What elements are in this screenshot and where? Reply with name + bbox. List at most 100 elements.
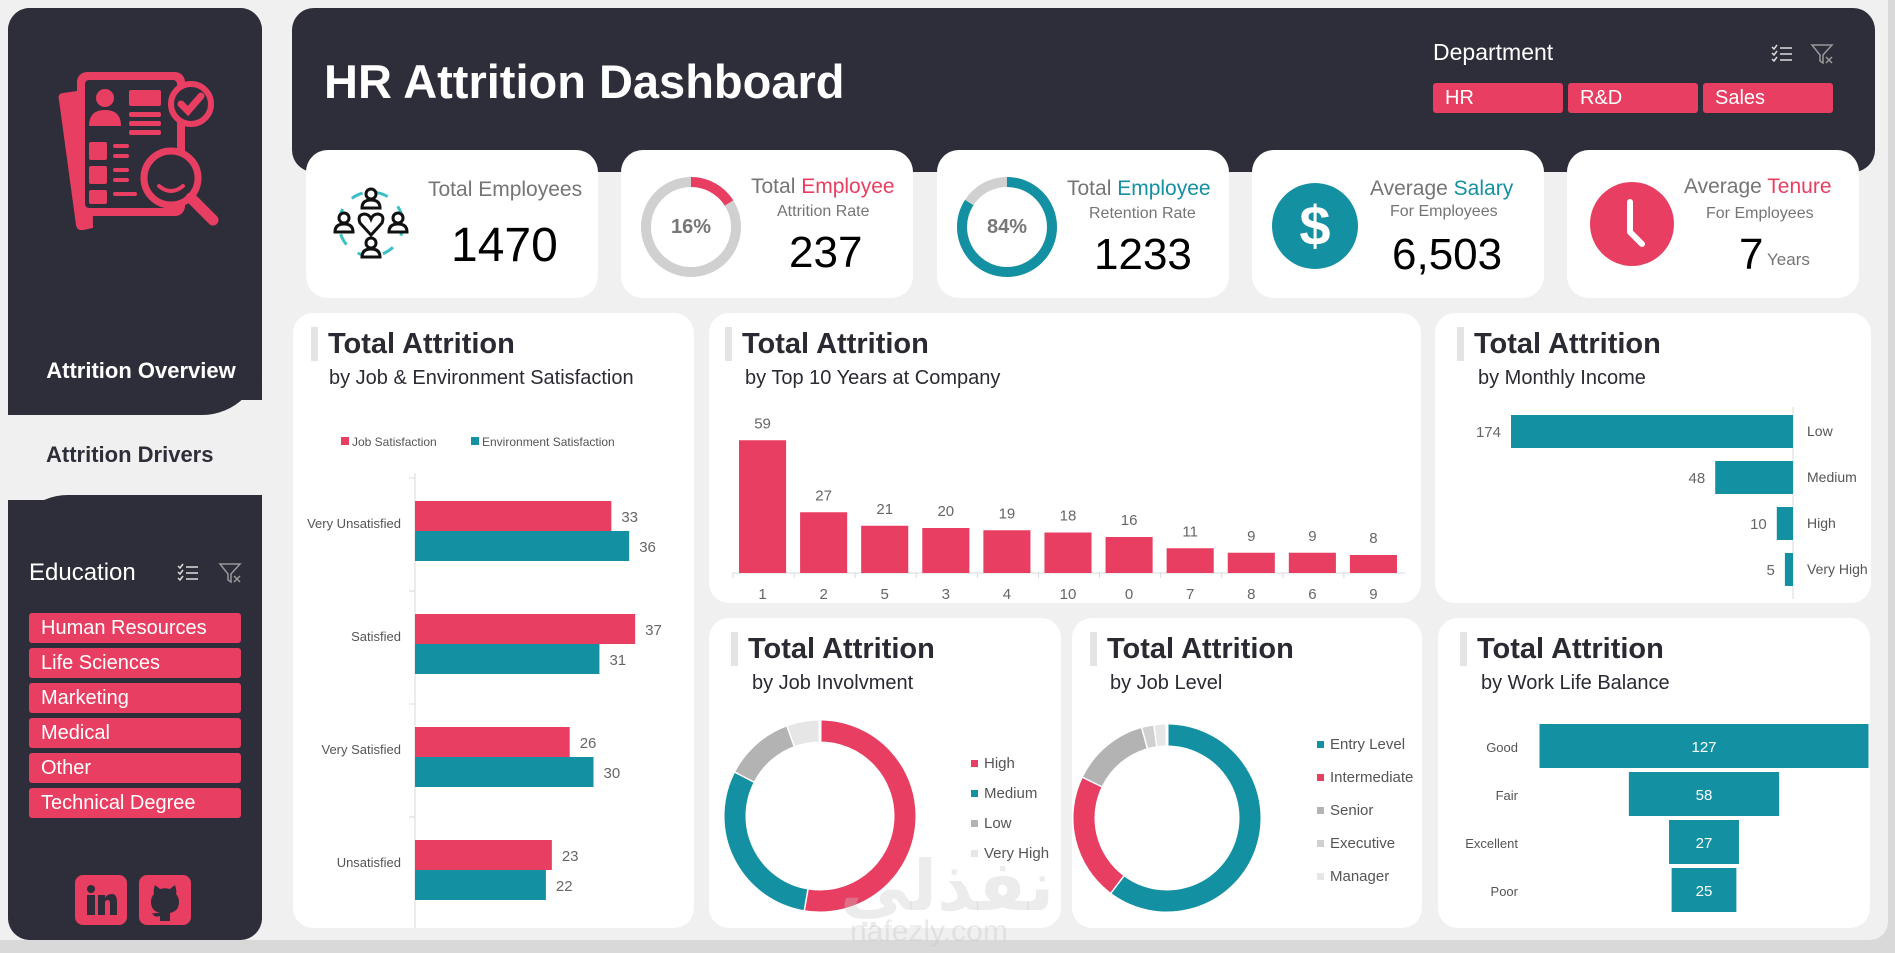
legend-label: High: [984, 755, 1015, 772]
bar: [1166, 548, 1214, 573]
bar: [739, 440, 787, 573]
legend-label: Environment Satisfaction: [482, 435, 615, 449]
data-label: 127: [1691, 739, 1716, 756]
kpi-average-salary: $ Average Salary For Employees 6,503: [1252, 150, 1544, 298]
category-label: 3: [942, 586, 950, 603]
department-option[interactable]: Sales: [1703, 83, 1833, 113]
legend-swatch: [971, 790, 978, 797]
ring-value: [641, 177, 741, 277]
kpi-attrition-rate: 16% Total Employee Attrition Rate 237: [621, 150, 913, 298]
legend-swatch: [971, 850, 978, 857]
bar: [415, 840, 552, 870]
chart-subtitle: by Top 10 Years at Company: [745, 367, 1001, 389]
donut-slice: [1110, 724, 1261, 912]
retention-percent: 84%: [986, 215, 1028, 238]
category-label: Very High: [1807, 561, 1868, 577]
education-option[interactable]: Human Resources: [29, 613, 241, 643]
data-label: 174: [1476, 424, 1501, 441]
nav-attrition-overview[interactable]: Attrition Overview: [46, 358, 236, 383]
data-label: 59: [754, 415, 771, 432]
chart-title: Total Attrition: [1457, 327, 1661, 361]
retention-rate-ring: [957, 177, 1057, 277]
bar: [415, 870, 546, 900]
linkedin-icon: [87, 885, 117, 915]
people-heart-icon: [333, 187, 409, 259]
bar: [415, 757, 594, 787]
chart-title: Total Attrition: [1460, 632, 1664, 666]
attrition-percent: 16%: [670, 215, 712, 238]
kpi-sublabel: Attrition Rate: [777, 203, 870, 220]
chart-card-involvement: Total Attrition by Job Involvment High Me…: [709, 618, 1061, 928]
involvement-donut-chart: High Medium Low Very High: [724, 719, 1049, 912]
data-label: 58: [1696, 787, 1713, 804]
hr-report-logo-icon: [58, 72, 219, 231]
chart-card-work-life: Total Attrition by Work Life Balance 127…: [1438, 618, 1870, 928]
header-bar: HR Attrition Dashboard Department HR R&D S…: [292, 8, 1875, 172]
clock-icon: [1590, 182, 1674, 266]
legend-swatch: [1317, 741, 1324, 748]
clear-filter-icon[interactable]: [1810, 43, 1834, 65]
kpi-total-employees: Total Employees 1470: [306, 150, 598, 298]
svg-text:$: $: [1299, 194, 1330, 257]
chart-title: Total Attrition: [725, 327, 929, 361]
legend-label: Job Satisfaction: [352, 435, 437, 449]
years-bar-chart: 59 1 27 2 21 5 20 3 19 4 18 10 16 0 11 7 9 8 9 6 8 9: [732, 415, 1405, 603]
multi-select-icon[interactable]: [176, 562, 200, 584]
department-option[interactable]: HR: [1433, 83, 1563, 113]
education-option[interactable]: Marketing: [29, 683, 241, 713]
dollar-icon: $: [1272, 183, 1358, 269]
bar: [922, 528, 970, 573]
education-option[interactable]: Technical Degree: [29, 788, 241, 818]
kpi-label: Total Employee: [1067, 177, 1211, 200]
category-label: Satisfied: [351, 629, 401, 644]
legend-label: Medium: [984, 785, 1037, 802]
education-option[interactable]: Medical: [29, 718, 241, 748]
kpi-retention-rate: 84% Total Employee Retention Rate 1233: [937, 150, 1229, 298]
category-label: Poor: [1491, 884, 1519, 899]
bar: [415, 614, 636, 644]
github-icon: [151, 885, 179, 921]
multi-select-icon[interactable]: [1770, 43, 1794, 65]
bar: [1288, 552, 1336, 573]
donut-slice: [1083, 727, 1149, 787]
legend-label: Low: [984, 815, 1012, 832]
nav-attrition-drivers[interactable]: Attrition Drivers: [24, 415, 262, 495]
category-label: 9: [1369, 586, 1377, 603]
kpi-value: 237: [789, 228, 863, 277]
education-option[interactable]: Life Sciences: [29, 648, 241, 678]
data-label: 30: [604, 765, 621, 782]
donut-slice: [803, 720, 916, 912]
kpi-sublabel: Retention Rate: [1089, 205, 1196, 222]
department-option[interactable]: R&D: [1568, 83, 1698, 113]
category-label: 10: [1060, 586, 1077, 603]
category-label: 4: [1003, 586, 1011, 603]
clear-filter-icon[interactable]: [218, 562, 242, 584]
kpi-value: 1470: [451, 219, 558, 272]
education-options: Human Resources Life Sciences Marketing Med…: [29, 613, 241, 818]
funnel-bar: [1539, 724, 1869, 768]
department-options: HR R&D Sales: [1433, 83, 1833, 113]
chart-card-years: Total Attrition by Top 10 Years at Compa…: [709, 313, 1421, 603]
kpi-value: 6,503: [1392, 230, 1503, 279]
linkedin-button[interactable]: [75, 875, 127, 925]
github-button[interactable]: [139, 875, 191, 925]
bar: [800, 512, 848, 573]
kpi-value: 7: [1739, 230, 1764, 279]
chart-card-satisfaction: Total Attrition by Job & Environment Sat…: [293, 313, 694, 928]
category-label: High: [1807, 515, 1836, 531]
page-title: HR Attrition Dashboard: [324, 55, 845, 108]
bar: [415, 531, 630, 561]
data-label: 11: [1182, 523, 1198, 540]
data-label: 5: [1767, 562, 1775, 579]
legend-swatch: [971, 820, 978, 827]
chart-title: Total Attrition: [311, 327, 515, 361]
education-option[interactable]: Other: [29, 753, 241, 783]
data-label: 23: [562, 848, 579, 865]
category-label: 5: [881, 586, 889, 603]
kpi-label: Total Employees: [428, 178, 583, 201]
data-label: 18: [1060, 508, 1077, 525]
bar: [1227, 552, 1275, 573]
chart-subtitle: by Work Life Balance: [1481, 672, 1670, 694]
funnel-bar: [1669, 820, 1739, 864]
category-label: Very Satisfied: [322, 742, 402, 757]
